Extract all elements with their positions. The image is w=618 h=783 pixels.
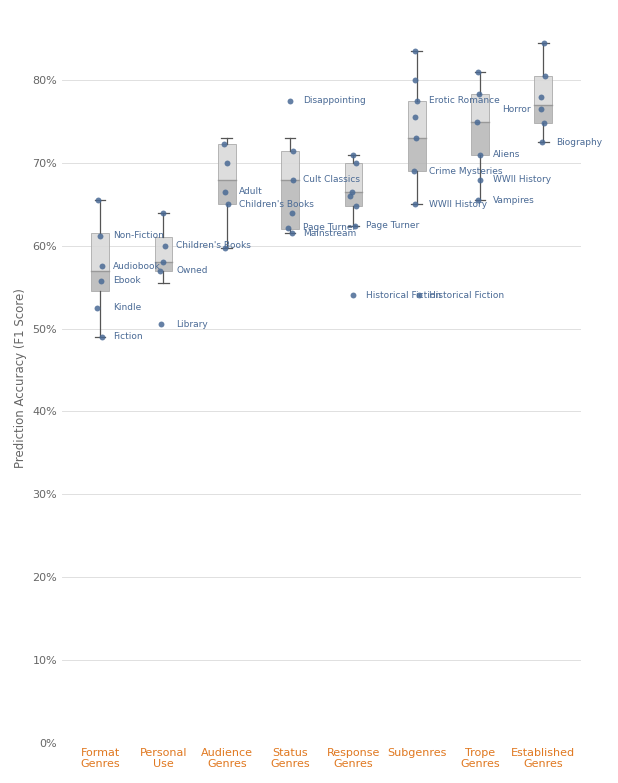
Point [350,219,360,232]
Text: Historical Fiction: Historical Fiction [430,291,504,300]
Point [349,149,358,161]
Bar [154,237,172,262]
Text: Adult: Adult [239,187,263,197]
Point [92,301,102,314]
Text: Mainstream: Mainstream [303,229,356,238]
Bar [91,271,109,291]
Point [223,198,233,211]
Text: Audiobook: Audiobook [112,262,161,271]
Bar [535,76,552,105]
Point [222,157,232,169]
Text: WWII History: WWII History [493,175,551,184]
Text: Disappointing: Disappointing [303,96,365,106]
Point [288,144,298,157]
Point [410,198,420,211]
Text: Vampires: Vampires [493,196,535,204]
Point [475,149,485,161]
Point [410,111,420,124]
Bar [218,179,235,204]
Text: Kindle: Kindle [112,303,141,312]
Point [345,189,355,202]
Point [536,103,546,115]
Point [412,95,422,107]
Bar [344,163,362,192]
Point [475,173,485,186]
Point [351,157,361,169]
Point [539,117,549,129]
Bar [408,101,426,138]
Text: Children's Books: Children's Books [239,200,314,209]
Point [537,136,547,149]
Point [95,229,105,242]
Text: Historical Fiction: Historical Fiction [366,291,441,300]
Point [473,194,483,207]
Point [156,318,166,330]
Point [93,194,103,207]
Bar [344,192,362,206]
Point [155,265,165,277]
Y-axis label: Prediction Accuracy (F1 Score): Prediction Accuracy (F1 Score) [14,288,27,468]
Point [287,207,297,219]
Point [410,74,420,86]
Point [288,173,298,186]
Point [472,115,482,128]
Text: Biography: Biography [556,138,602,146]
Point [97,330,107,343]
Point [96,274,106,287]
Text: Erotic Romance: Erotic Romance [430,96,500,106]
Text: WWII History: WWII History [430,200,488,209]
Point [349,289,358,301]
Text: Crime Mysteries: Crime Mysteries [430,167,503,175]
Point [160,240,170,252]
Bar [154,262,172,271]
Bar [535,105,552,123]
Text: Page Turner: Page Turner [366,222,419,230]
Text: Cult Classics: Cult Classics [303,175,360,184]
Point [219,242,229,254]
Bar [91,233,109,271]
Point [410,45,420,57]
Point [284,222,294,234]
Point [158,207,168,219]
Point [411,132,421,144]
Text: Non-Fiction: Non-Fiction [112,231,164,240]
Point [220,186,230,198]
Point [536,91,546,103]
Point [285,95,295,107]
Point [414,289,424,301]
Text: Fiction: Fiction [112,332,142,341]
Point [287,227,297,240]
Point [347,186,357,198]
Text: Library: Library [176,320,208,329]
Point [473,66,483,78]
Text: Page Turner: Page Turner [303,223,356,232]
Bar [408,138,426,171]
Bar [471,94,489,121]
Bar [281,179,299,229]
Text: Aliens: Aliens [493,150,520,159]
Point [540,37,549,49]
Point [409,165,419,178]
Point [219,138,229,150]
Point [158,256,168,269]
Point [351,200,361,212]
Point [474,88,484,100]
Bar [471,121,489,155]
Point [96,260,106,272]
Bar [281,150,299,179]
Text: Owned: Owned [176,266,208,275]
Point [540,70,550,82]
Text: Horror: Horror [502,105,531,114]
Text: Children's Books: Children's Books [176,241,251,251]
Text: Ebook: Ebook [112,276,140,285]
Bar [218,144,235,179]
